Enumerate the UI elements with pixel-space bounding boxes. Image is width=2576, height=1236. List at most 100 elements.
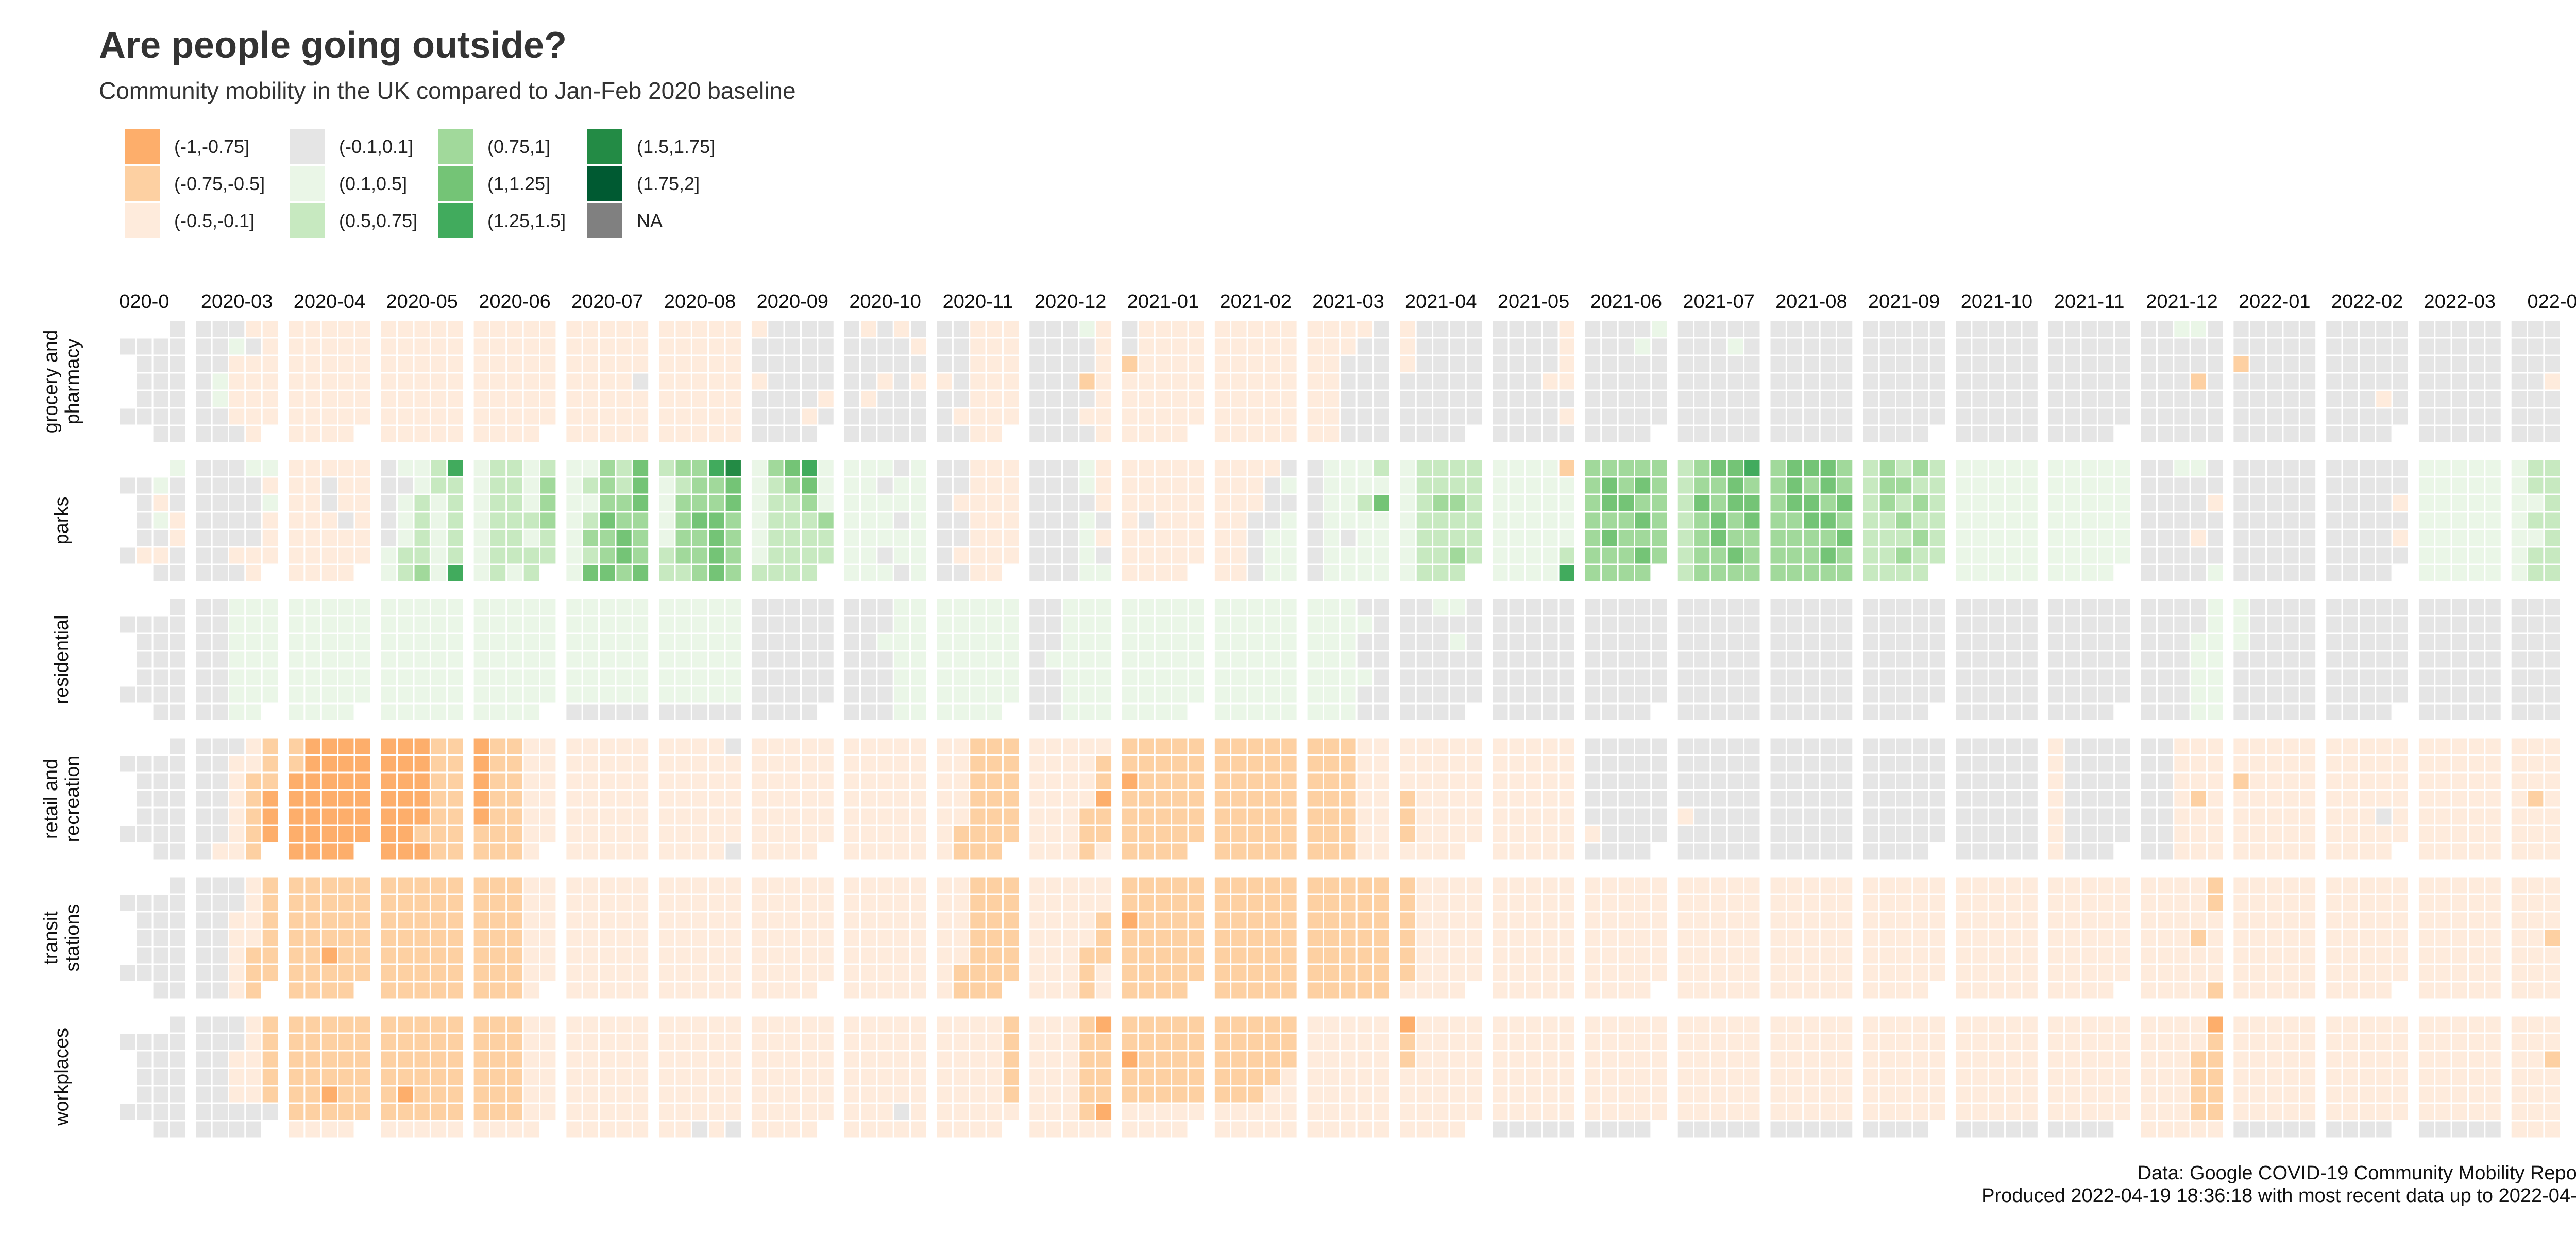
heatmap-cell <box>488 407 507 426</box>
heatmap-cell <box>227 650 246 670</box>
heatmap-cell <box>2004 563 2023 583</box>
heatmap-cell <box>2391 667 2410 687</box>
heatmap-cell <box>2282 372 2300 391</box>
heatmap-cell <box>909 632 928 652</box>
heatmap-cell <box>1002 476 1021 495</box>
heatmap-cell <box>1061 546 1080 565</box>
heatmap-cell <box>1372 702 1391 722</box>
heatmap-cell <box>1819 736 1837 756</box>
heatmap-cell <box>2282 632 2300 652</box>
heatmap-cell <box>1971 563 1989 583</box>
heatmap-cell <box>783 458 802 478</box>
legend: (-1,-0.75](-0.75,-0.5](-0.5,-0.1](-0.1,0… <box>125 129 715 238</box>
heatmap-cell <box>1524 511 1543 530</box>
heatmap-cell <box>1028 563 1046 583</box>
heatmap-cell <box>2450 667 2469 687</box>
heatmap-cell <box>1137 407 1156 426</box>
heatmap-cell <box>2282 493 2300 513</box>
heatmap-cell <box>1726 911 1745 930</box>
heatmap-cell <box>1676 893 1695 913</box>
heatmap-cell <box>1339 893 1358 913</box>
heatmap-cell <box>1861 876 1880 895</box>
heatmap-cell <box>2527 424 2545 444</box>
heatmap-cell <box>2021 528 2039 548</box>
heatmap-cell <box>446 667 465 687</box>
heatmap-cell <box>2046 876 2065 895</box>
heatmap-cell <box>985 876 1004 895</box>
heatmap-cell <box>1954 632 1973 652</box>
heatmap-cell <box>690 1067 709 1087</box>
heatmap-cell <box>413 946 431 965</box>
heatmap-cell <box>1954 946 1973 965</box>
heatmap-cell <box>1911 354 1930 374</box>
heatmap-cell <box>2063 389 2082 409</box>
heatmap-cell <box>657 337 676 356</box>
heatmap-cell <box>135 771 154 791</box>
heatmap-cell <box>1465 685 1484 705</box>
heatmap-cell <box>1002 354 1021 374</box>
month-label: 2020-09 <box>757 291 828 313</box>
heatmap-cell <box>876 354 894 374</box>
heatmap-cell <box>320 493 339 513</box>
heatmap-cell <box>1061 771 1080 791</box>
heatmap-cell <box>2063 424 2082 444</box>
heatmap-cell <box>396 389 415 409</box>
heatmap-cell <box>1230 911 1248 930</box>
heatmap-cell <box>750 667 769 687</box>
heatmap-cell <box>1061 511 1080 530</box>
heatmap-cell <box>1769 337 1787 356</box>
heatmap-cell <box>2391 511 2410 530</box>
heatmap-cell <box>1971 389 1989 409</box>
heatmap-cell <box>303 928 322 948</box>
heatmap-cell <box>1028 702 1046 722</box>
heatmap-cell <box>615 424 633 444</box>
heatmap-cell <box>1541 319 1560 339</box>
heatmap-cell <box>1600 789 1619 809</box>
heatmap-cell <box>396 685 415 705</box>
heatmap-cell <box>817 789 835 809</box>
heatmap-cell <box>1061 1102 1080 1122</box>
heatmap-cell <box>1002 597 1021 617</box>
heatmap-cell <box>2156 771 2175 791</box>
heatmap-cell <box>287 736 306 756</box>
heatmap-cell <box>379 563 398 583</box>
heatmap-cell <box>320 702 339 722</box>
heatmap-cell <box>842 319 861 339</box>
heatmap-cell <box>1971 842 1989 861</box>
heatmap-cell <box>488 667 507 687</box>
heatmap-cell <box>1583 424 1602 444</box>
heatmap-cell <box>151 1085 170 1104</box>
heatmap-cell <box>2265 824 2284 844</box>
heatmap-cell <box>565 754 583 774</box>
heatmap-cell <box>783 389 802 409</box>
heatmap-cell <box>2298 824 2317 844</box>
heatmap-cell <box>724 632 742 652</box>
heatmap-cell <box>1583 563 1602 583</box>
heatmap-cell <box>1726 893 1745 913</box>
heatmap-cell <box>690 424 709 444</box>
heatmap-cell <box>892 458 911 478</box>
heatmap-cell <box>1894 632 1913 652</box>
heatmap-cell <box>2021 928 2039 948</box>
heatmap-cell <box>598 563 617 583</box>
heatmap-cell <box>2063 963 2082 983</box>
heatmap-cell <box>1137 771 1156 791</box>
heatmap-cell <box>1987 424 2006 444</box>
heatmap-cell <box>446 337 465 356</box>
heatmap-cell <box>2232 806 2250 826</box>
heatmap-cell <box>2298 842 2317 861</box>
heatmap-cell <box>1726 824 1745 844</box>
heatmap-cell <box>244 546 263 565</box>
heatmap-cell <box>1491 911 1510 930</box>
heatmap-cell <box>2189 389 2208 409</box>
heatmap-cell <box>707 667 726 687</box>
heatmap-cell <box>2341 842 2360 861</box>
heatmap-cell <box>2527 458 2545 478</box>
heatmap-cell <box>1524 771 1543 791</box>
heatmap-cell <box>472 876 490 895</box>
heatmap-cell <box>303 789 322 809</box>
heatmap-cell <box>2417 754 2436 774</box>
heatmap-cell <box>194 650 213 670</box>
heatmap-cell <box>581 563 600 583</box>
heatmap-cell <box>1541 528 1560 548</box>
